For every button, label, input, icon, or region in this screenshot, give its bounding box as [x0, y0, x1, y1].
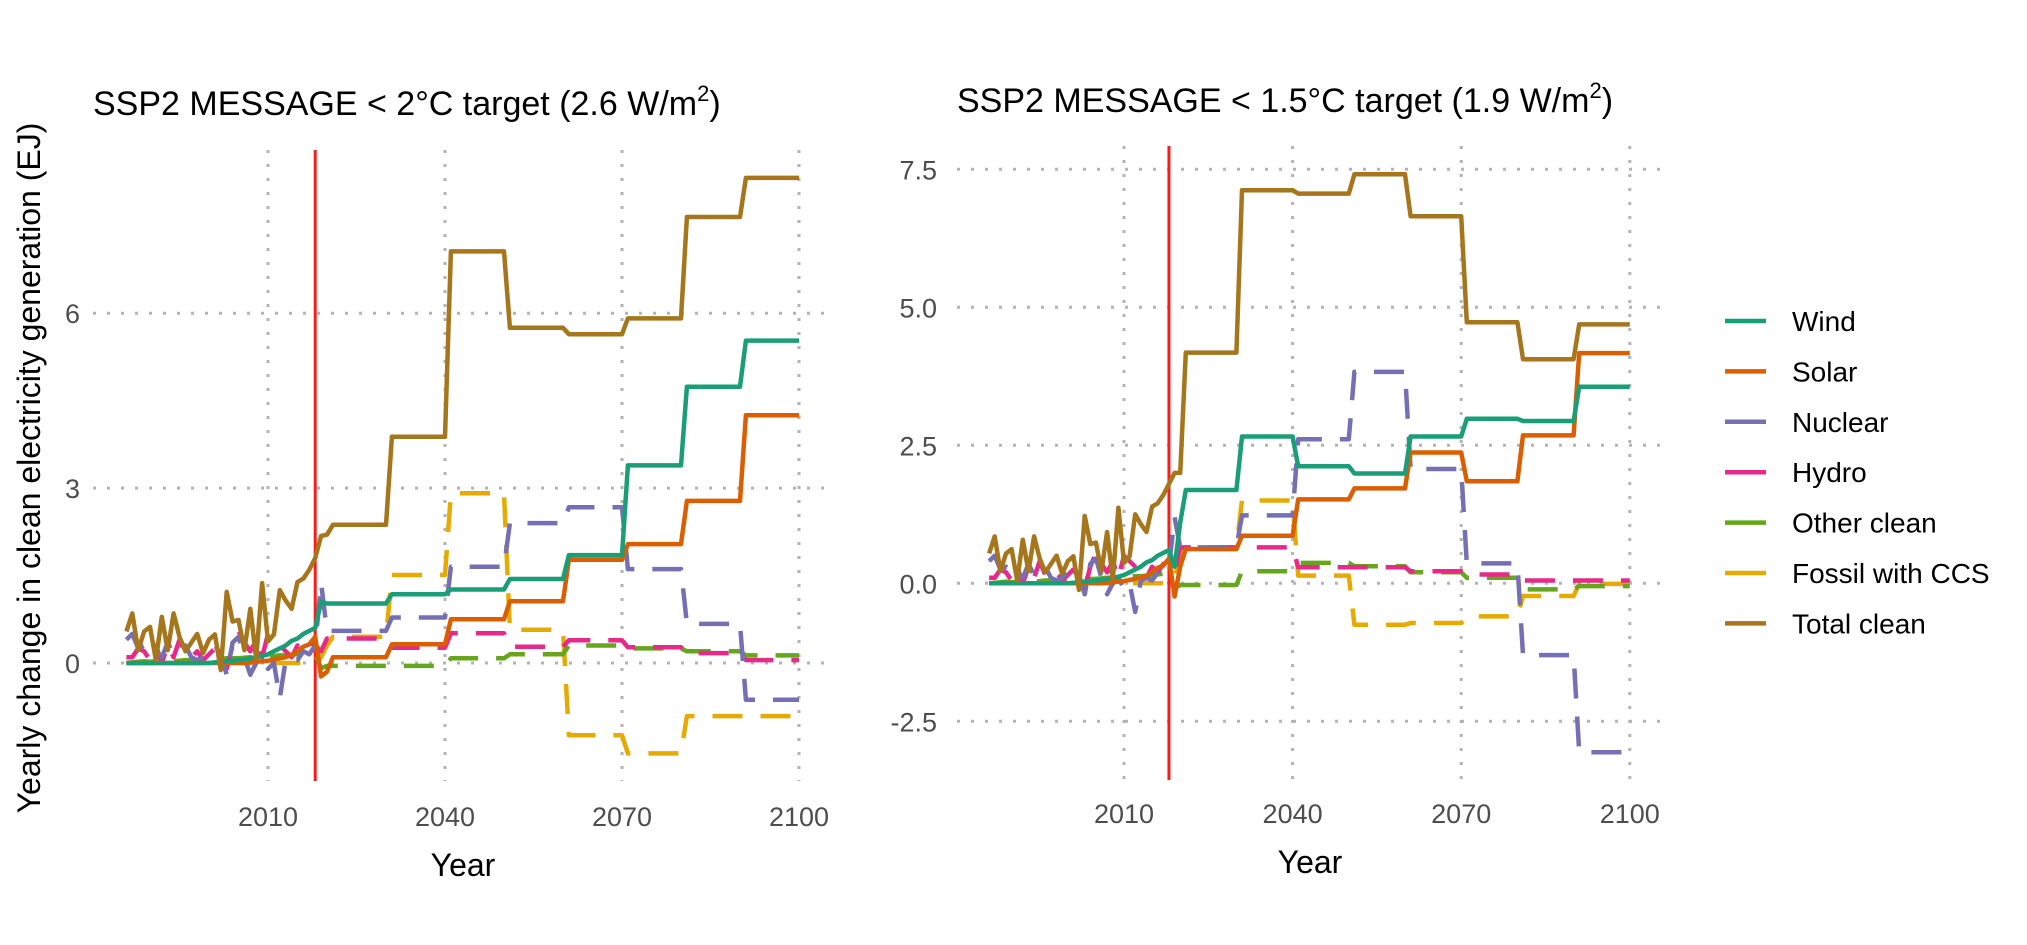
series-layer [124, 175, 799, 756]
legend-label: Solar [1792, 356, 1857, 387]
x-tick-label: 2040 [1263, 799, 1323, 829]
series-line-wind [126, 338, 799, 666]
x-tick-label: 2070 [1431, 799, 1491, 829]
legend-item-hydro: Hydro [1725, 457, 1867, 488]
series-line-fossil-with-ccs [126, 491, 799, 756]
legend-item-total-clean: Total clean [1725, 608, 1926, 639]
series-line-nuclear [987, 369, 1630, 755]
x-tick-label: 2100 [769, 802, 829, 832]
x-tick-label: 2040 [415, 802, 475, 832]
series-line-fossil-with-ccs [989, 498, 1630, 627]
series-line-nuclear [124, 505, 799, 702]
legend-item-fossil-with-ccs: Fossil with CCS [1725, 558, 1990, 589]
y-tick-label: 3 [65, 474, 80, 504]
gridlines [93, 150, 832, 781]
y-tick-label: 0 [65, 649, 80, 679]
legend-label: Other clean [1792, 508, 1937, 539]
x-tick-label: 2010 [1094, 799, 1154, 829]
y-tick-label: 2.5 [899, 431, 937, 461]
y-tick-label: 0.0 [899, 569, 937, 599]
panel-1-5c-target: SSP2 MESSAGE < 1.5°C target (1.9 W/m2) -… [890, 78, 1660, 880]
y-tick-labels: -2.5 0.0 2.5 5.0 7.5 [890, 155, 937, 737]
panel-title-end: ) [1602, 82, 1613, 120]
legend-item-wind: Wind [1725, 306, 1856, 337]
panel-title-main: SSP2 MESSAGE < 2°C target (2.6 W/m [93, 85, 697, 123]
legend-item-nuclear: Nuclear [1725, 407, 1888, 438]
legend-label: Wind [1792, 306, 1856, 337]
legend-label: Nuclear [1792, 407, 1888, 438]
panel-title-main: SSP2 MESSAGE < 1.5°C target (1.9 W/m [957, 82, 1589, 120]
series-layer [986, 172, 1630, 755]
y-tick-labels: 0 3 6 [65, 299, 80, 679]
legend-label: Hydro [1792, 457, 1867, 488]
legend: Wind Solar Nuclear Hydro Other clean Fossil w… [1725, 306, 1990, 639]
y-tick-label: -2.5 [890, 707, 937, 737]
panel-title-superscript: 2 [697, 81, 709, 106]
legend-label: Fossil with CCS [1792, 558, 1990, 589]
series-line-total-clean [124, 175, 799, 673]
legend-item-solar: Solar [1725, 356, 1857, 387]
y-axis-title: Yearly change in clean electricity gener… [11, 123, 47, 814]
series-line-solar [989, 350, 1630, 599]
x-axis-title: Year [431, 847, 496, 883]
legend-item-other-clean: Other clean [1725, 508, 1937, 539]
panel-title-end: ) [709, 85, 720, 123]
gridlines [957, 146, 1660, 780]
x-axis-title: Year [1278, 844, 1343, 880]
series-line-hydro [126, 628, 799, 672]
panel-title: SSP2 MESSAGE < 2°C target (2.6 W/m2) [93, 81, 721, 123]
panel-2c-target: SSP2 MESSAGE < 2°C target (2.6 W/m2) 0 3 6… [65, 81, 832, 883]
y-tick-label: 5.0 [899, 293, 937, 323]
series-line-total-clean [986, 172, 1630, 593]
legend-label: Total clean [1792, 608, 1926, 639]
y-tick-label: 6 [65, 299, 80, 329]
series-line-wind [989, 384, 1630, 586]
x-tick-label: 2010 [238, 802, 298, 832]
series-line-hydro [989, 545, 1630, 592]
x-tick-labels: 2010 2040 2070 2100 [1094, 799, 1660, 829]
y-tick-label: 7.5 [899, 155, 937, 185]
series-line-solar [126, 412, 799, 679]
x-tick-labels: 2010 2040 2070 2100 [238, 802, 829, 832]
x-tick-label: 2070 [592, 802, 652, 832]
panel-title: SSP2 MESSAGE < 1.5°C target (1.9 W/m2) [957, 78, 1613, 120]
x-tick-label: 2100 [1600, 799, 1660, 829]
panel-title-superscript: 2 [1589, 78, 1601, 103]
